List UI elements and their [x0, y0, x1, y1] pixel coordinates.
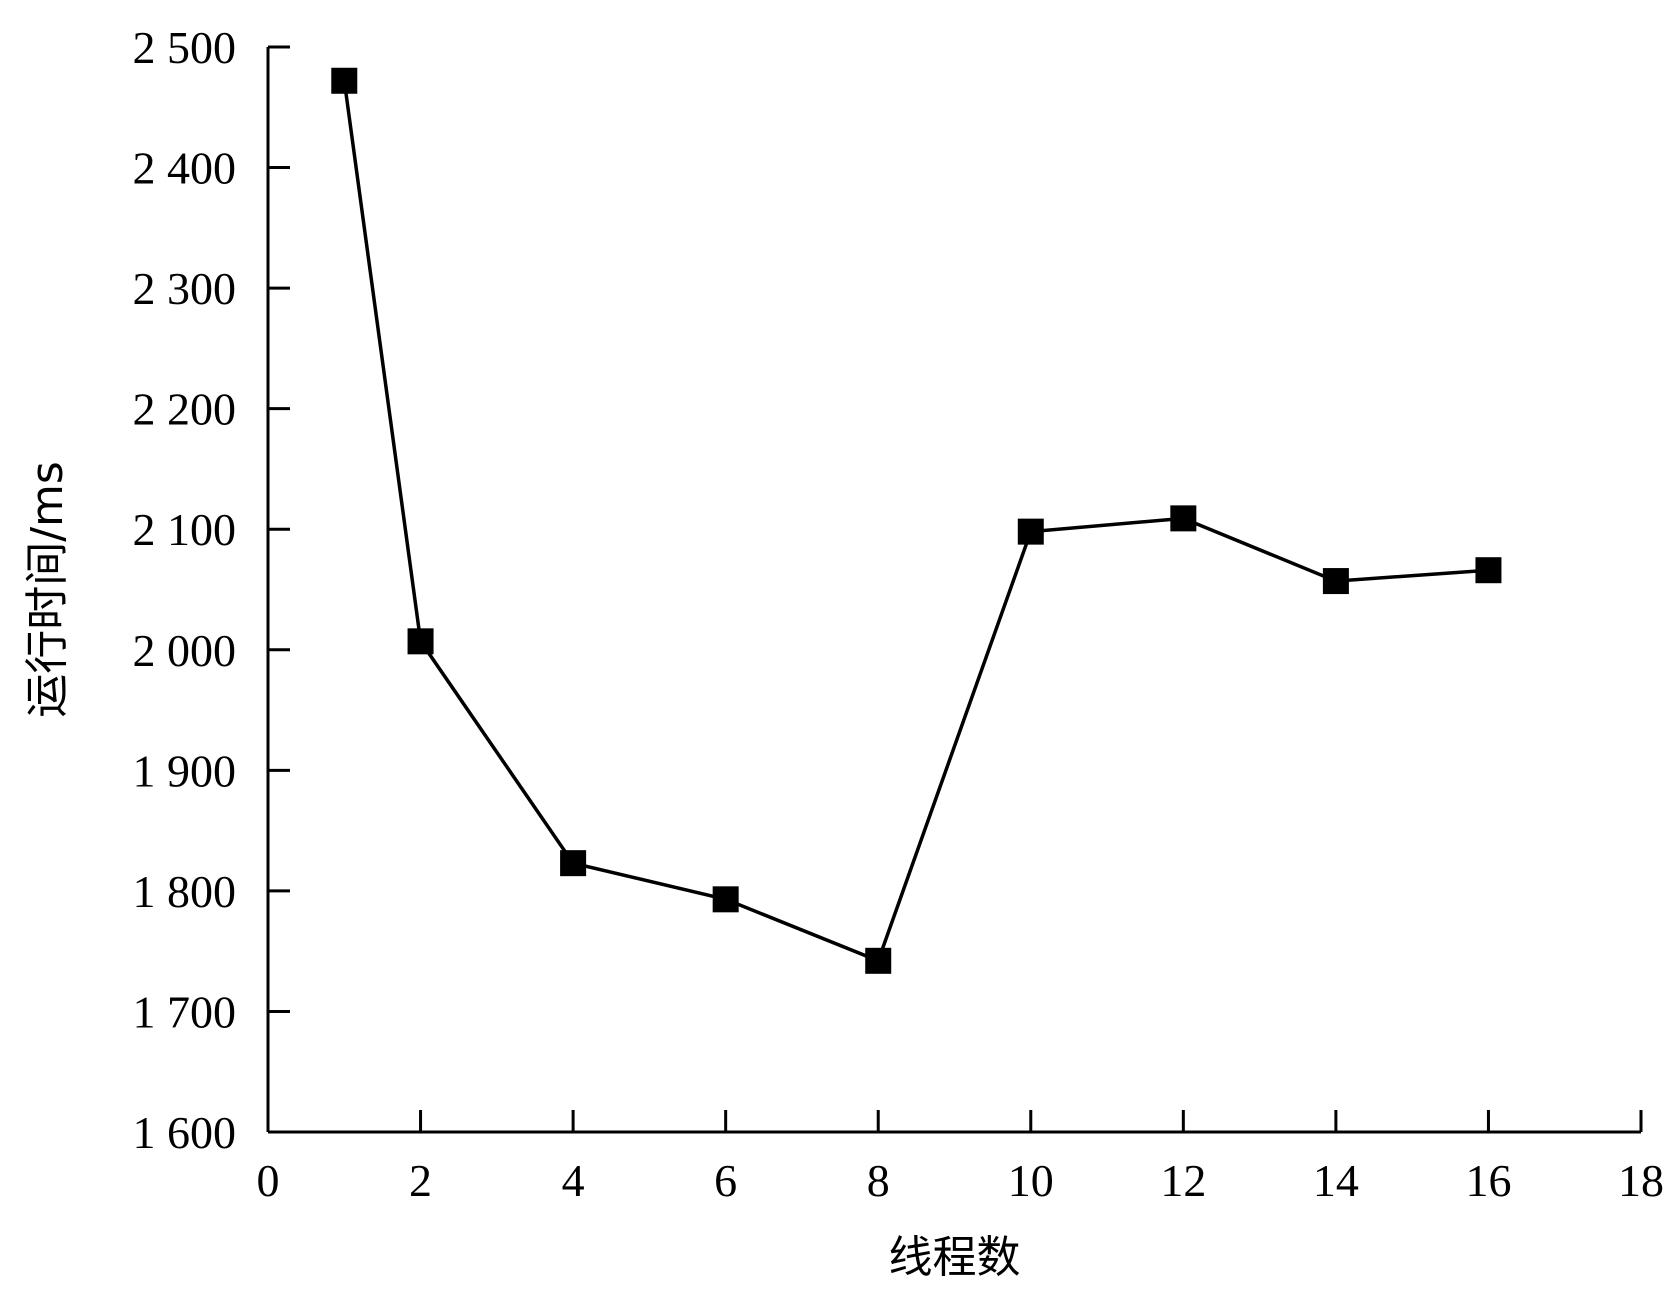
x-tick-label: 2 [409, 1155, 432, 1206]
data-point-marker [865, 947, 892, 974]
x-axis-ticks: 0 2 4 6 8 10 12 14 16 18 [257, 1110, 1664, 1206]
data-point-marker [1170, 505, 1197, 532]
x-tick-label: 12 [1160, 1155, 1206, 1206]
y-tick-label: 2 500 [133, 22, 237, 73]
y-axis-ticks: 1 600 1 700 1 800 1 900 2 000 2 100 2 200 2 300… [133, 22, 290, 1158]
y-tick-label: 2 000 [133, 625, 237, 676]
y-tick-label: 2 200 [133, 384, 237, 435]
x-tick-label: 18 [1618, 1155, 1664, 1206]
data-point-marker [560, 850, 587, 877]
series-layer [331, 67, 1502, 974]
y-tick-label: 1 600 [133, 1107, 237, 1158]
y-tick-label: 1 900 [133, 745, 237, 796]
data-point-marker [331, 67, 358, 94]
x-tick-label: 10 [1008, 1155, 1054, 1206]
x-tick-label: 8 [867, 1155, 890, 1206]
y-tick-label: 1 800 [133, 866, 237, 917]
data-point-marker [712, 886, 739, 913]
data-point-marker [1475, 557, 1502, 584]
data-point-marker [1017, 518, 1044, 545]
data-point-marker [1322, 568, 1349, 595]
y-tick-label: 2 300 [133, 263, 237, 314]
x-axis-title: 线程数 [889, 1232, 1021, 1283]
y-tick-label: 1 700 [133, 986, 237, 1037]
y-tick-label: 2 100 [133, 504, 237, 555]
y-axis-title: 运行时间/ms [22, 461, 73, 718]
x-tick-label: 4 [562, 1155, 585, 1206]
x-tick-label: 16 [1465, 1155, 1511, 1206]
data-point-marker [407, 628, 434, 655]
x-tick-label: 14 [1313, 1155, 1359, 1206]
x-tick-label: 0 [257, 1155, 280, 1206]
series-line [342, 80, 1489, 964]
x-tick-label: 6 [714, 1155, 737, 1206]
y-tick-label: 2 400 [133, 143, 237, 194]
axes [266, 47, 1641, 1134]
